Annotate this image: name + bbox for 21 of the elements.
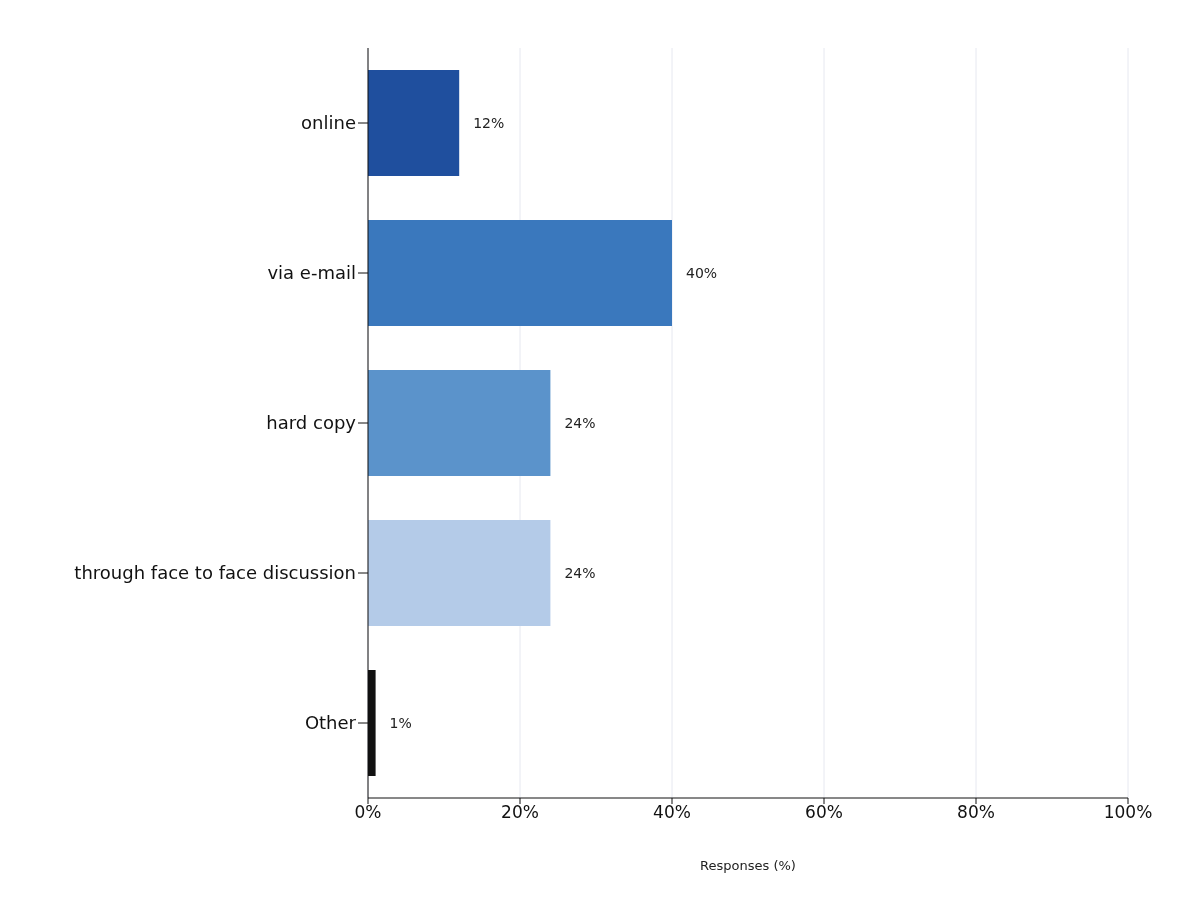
bar <box>368 520 551 626</box>
data-label: 1% <box>389 714 412 731</box>
y-tick-label: Other <box>304 712 357 734</box>
data-label: 12% <box>473 114 505 131</box>
x-axis-title: Responses (%) <box>700 858 796 873</box>
x-tick-label: 20% <box>501 802 539 823</box>
data-label: 24% <box>564 564 596 581</box>
x-tick-label: 80% <box>957 802 995 823</box>
bar <box>368 70 460 176</box>
x-tick-label: 40% <box>653 802 691 823</box>
bar <box>368 220 672 326</box>
y-tick-label: via e-mail <box>267 262 356 284</box>
y-tick-label: hard copy <box>266 412 357 434</box>
x-tick-label: 60% <box>805 802 843 823</box>
y-tick-label: through face to face discussion <box>74 562 356 584</box>
x-tick-label: 0% <box>354 802 382 823</box>
bar <box>368 370 551 476</box>
x-tick-label: 100% <box>1103 802 1153 823</box>
data-label: 24% <box>564 414 596 431</box>
y-tick-label: online <box>301 112 356 134</box>
data-label: 40% <box>686 264 718 281</box>
